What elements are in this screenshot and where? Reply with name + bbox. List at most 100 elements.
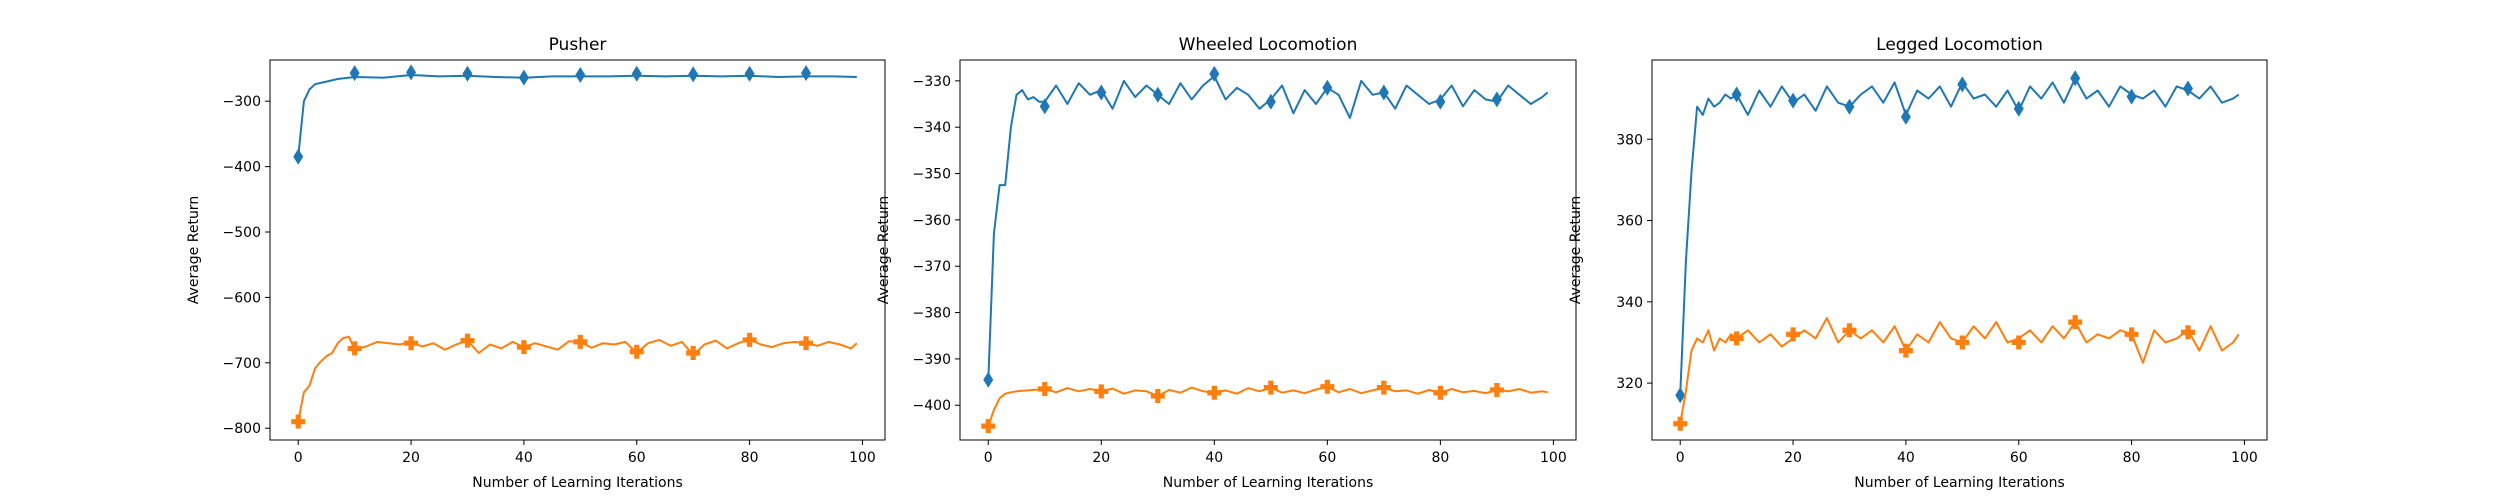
data-point-plus [2181,325,2196,340]
data-point-plus [981,419,996,434]
x-tick-label: 20 [1092,450,1110,466]
data-point-diamond [1844,98,1855,115]
series-line-1 [297,74,857,157]
data-point-plus [686,346,701,361]
data-point-plus [742,332,757,347]
x-tick-label: 20 [402,450,420,466]
data-point-plus [1955,335,1970,350]
data-point-plus [2068,315,2083,330]
data-point-diamond [2070,70,2081,87]
chart-title: Pusher [549,35,607,55]
y-tick-label: 320 [1616,376,1643,392]
data-point-plus [291,414,306,429]
x-tick-label: 20 [1784,450,1802,466]
y-tick-label: 380 [1616,132,1643,148]
y-axis-label: Average Return [876,196,892,304]
data-point-plus [404,336,419,351]
data-point-plus [1263,380,1278,395]
x-axis-label: Number of Learning Iterations [1854,475,2065,491]
y-tick-label: 360 [1616,214,1643,230]
x-tick-label: 80 [2123,450,2141,466]
data-point-diamond [801,65,812,82]
y-axis-label: Average Return [1568,196,1584,304]
data-point-diamond [2183,80,2194,97]
x-tick-label: 40 [515,450,533,466]
data-point-diamond [1209,65,1220,82]
y-tick-label: −380 [913,306,951,322]
series-line-1 [987,75,1549,380]
data-point-diamond [462,65,473,82]
data-point-plus [1320,379,1335,394]
plot-frame [269,59,886,441]
data-point-plus [1898,343,1913,358]
plot-frame [959,59,1577,441]
y-tick-label: −800 [223,421,261,437]
x-tick-label: 100 [2231,450,2258,466]
data-point-diamond [1265,93,1276,110]
chart-title: Wheeled Locomotion [1179,35,1358,55]
data-point-diamond [1957,76,1968,93]
data-point-diamond [575,67,586,84]
data-point-diamond [518,69,529,86]
x-tick-label: 80 [741,450,759,466]
x-tick-label: 80 [1431,450,1449,466]
y-tick-label: −390 [913,352,951,368]
series-line-2 [1679,317,2240,424]
series-line-1 [1679,77,2240,396]
data-point-plus [1094,384,1109,399]
data-point-plus [1842,323,1857,338]
series-line-2 [297,335,858,422]
x-tick-label: 100 [1540,450,1567,466]
data-point-diamond [1322,79,1333,96]
chart-panel-3: Legged Locomotion 0 20 40 60 80 100 320 340 360 38… [1568,35,2268,491]
data-point-plus [1150,388,1165,403]
y-tick-label: −350 [913,167,951,183]
plot-frame [1651,59,2268,441]
data-point-diamond [1152,86,1163,103]
data-point-diamond [1039,98,1050,115]
y-tick-label: −330 [913,74,951,90]
data-point-plus [799,336,814,351]
data-point-diamond [406,64,417,81]
x-axis-label: Number of Learning Iterations [472,475,683,491]
chart-panel-1: Pusher 0 20 40 60 80 100 −800 −700 −600 −500 −400 −3… [186,35,886,491]
x-tick-label: 0 [294,450,303,466]
data-point-diamond [688,66,699,83]
x-tick-label: 0 [984,450,993,466]
data-point-plus [1489,382,1504,397]
data-point-diamond [983,371,994,388]
x-tick-label: 40 [1205,450,1223,466]
y-tick-label: −370 [913,259,951,275]
data-point-diamond [1788,92,1799,109]
data-point-diamond [1435,93,1446,110]
data-point-diamond [293,148,304,165]
chart-title: Legged Locomotion [1876,35,2043,55]
x-tick-label: 60 [1318,450,1336,466]
y-tick-label: −700 [223,356,261,372]
x-axis-label: Number of Learning Iterations [1163,475,1374,491]
y-tick-label: −600 [223,290,261,306]
data-point-plus [1729,331,1744,346]
data-point-diamond [2013,100,2024,117]
y-tick-label: −500 [223,225,261,241]
data-point-diamond [1731,86,1742,103]
x-tick-label: 0 [1676,450,1685,466]
data-point-plus [1376,380,1391,395]
chart-panel-2: Wheeled Locomotion 0 20 40 60 80 100 −400 −390 −3… [876,35,1577,491]
series-line-2 [987,385,1548,427]
x-tick-label: 100 [849,450,876,466]
data-point-plus [1037,382,1052,397]
data-point-plus [2011,335,2026,350]
y-tick-label: 340 [1616,295,1643,311]
y-axis-label: Average Return [186,196,202,304]
data-point-diamond [744,65,755,82]
data-point-plus [629,344,644,359]
x-tick-label: 60 [628,450,646,466]
y-tick-label: −300 [223,94,261,110]
data-point-plus [1786,327,1801,342]
y-tick-label: −400 [223,160,261,176]
data-point-plus [2124,327,2139,342]
data-point-plus [347,341,362,356]
data-point-plus [1207,385,1222,400]
